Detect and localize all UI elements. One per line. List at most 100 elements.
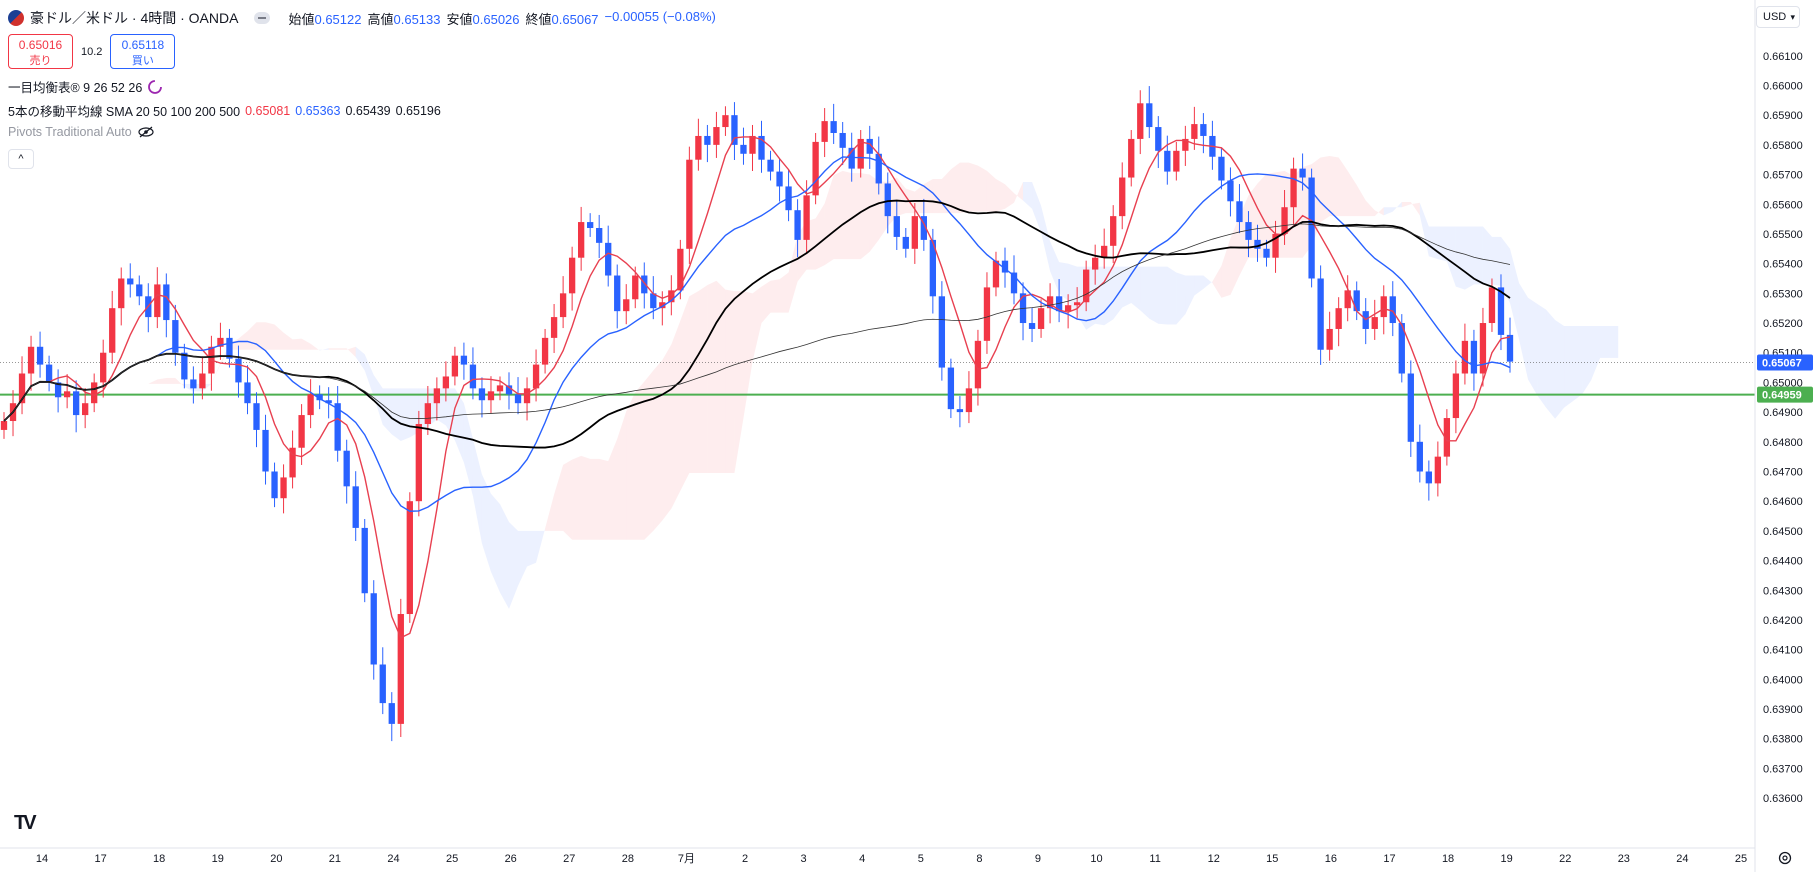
ma-legend[interactable]: 5本の移動平均線 SMA 20 50 100 200 500 0.65081 0… [8, 101, 441, 120]
settings-gear-icon[interactable] [1778, 851, 1792, 865]
candle [568, 246, 576, 311]
candle-body [758, 135, 765, 160]
minus-icon[interactable] [254, 12, 271, 24]
cloud-segment [1158, 266, 1168, 325]
cloud-segment [1582, 325, 1592, 395]
candle [1200, 113, 1207, 154]
candle [406, 492, 413, 623]
eye-hidden-icon[interactable] [137, 125, 155, 139]
candle [731, 102, 738, 161]
candle-body [1182, 138, 1189, 151]
candle-body [812, 141, 819, 196]
candle [659, 291, 666, 326]
collapse-legend-button[interactable]: ^ [8, 149, 34, 169]
candle-body [1461, 340, 1469, 374]
cloud-segment [518, 530, 528, 586]
candle-body [136, 284, 143, 297]
price-tick-label: 0.64700 [1763, 466, 1803, 478]
candle [433, 377, 441, 421]
price-tick-label: 0.63600 [1763, 793, 1803, 805]
cloud-segment [472, 438, 482, 544]
candle-body [767, 159, 774, 172]
ma-value-4: 0.65196 [395, 103, 441, 118]
open-label: 始値 [288, 11, 315, 27]
cloud-segment [1194, 275, 1204, 296]
candle [280, 464, 287, 514]
ichimoku-legend[interactable]: 一目均衡表® 9 26 52 26 [8, 77, 163, 96]
candle [1245, 211, 1252, 258]
candle-body [109, 308, 116, 353]
tradingview-logo[interactable]: TV [14, 812, 36, 834]
candle [1272, 220, 1279, 273]
candle-body [91, 382, 98, 404]
candle-body [1037, 308, 1045, 329]
cloud-segment [932, 179, 942, 214]
candle-body [1028, 323, 1036, 329]
pivots-label: Pivots Traditional Auto [8, 125, 132, 139]
candle [1389, 281, 1396, 337]
candle-body [343, 450, 350, 487]
ohlc-values: 始値0.65122 高値0.65133 安値0.65026 終値0.65067 … [288, 9, 715, 28]
candle-body [884, 183, 891, 217]
candle [713, 111, 720, 158]
cloud-segment [1455, 226, 1465, 290]
cloud-segment [653, 360, 663, 531]
cloud-segment [698, 285, 708, 473]
candle-body [226, 337, 233, 359]
candle-body [902, 236, 909, 249]
cloud-segment [1131, 266, 1141, 311]
sell-label: 売り [29, 55, 52, 67]
currency-selector[interactable]: USD [1756, 6, 1800, 28]
pivots-legend[interactable]: Pivots Traditional Auto [8, 125, 155, 139]
cloud-segment [1374, 207, 1384, 217]
candle-body [1488, 287, 1496, 324]
candle-body [1073, 302, 1081, 306]
candle [992, 251, 1000, 297]
candle-body [1326, 328, 1333, 350]
candle-body [172, 320, 179, 353]
candle-body [1173, 150, 1180, 172]
refresh-icon[interactable] [147, 79, 163, 95]
candle-body [1119, 177, 1126, 217]
candle [839, 122, 846, 166]
candle [1479, 307, 1487, 387]
cloud-segment [283, 332, 293, 350]
candle-body [514, 394, 522, 404]
candle [550, 304, 558, 354]
cloud-segment [1401, 202, 1411, 208]
candle [1101, 228, 1108, 269]
candle [100, 339, 107, 398]
candle [118, 267, 125, 326]
symbol-title[interactable]: 豪ドル／米ドル · 4時間 · OANDA [30, 10, 239, 26]
candle-body [1398, 323, 1405, 374]
time-axis: 14 17 18 19 20 21 24 25 26 27 28 7月 2 3 4 5 8 9 10 11 12 15 16… [36, 853, 1747, 865]
candle-body [352, 486, 359, 528]
candle-body [1479, 323, 1487, 374]
candle [172, 304, 179, 366]
buy-button[interactable]: 0.65118 買い [110, 34, 176, 69]
candle-body [1389, 296, 1396, 324]
candle-body [36, 346, 44, 365]
candle-body [505, 385, 513, 395]
candle-body [740, 144, 747, 154]
candle [1001, 247, 1009, 288]
candle-body [1281, 207, 1288, 234]
cloud-segment [509, 521, 519, 609]
candle [623, 284, 630, 325]
cloud-segment [563, 459, 573, 540]
candle-body [1236, 201, 1243, 223]
candle-body [1191, 124, 1198, 139]
ichimoku-cloud [112, 156, 1619, 609]
candle [794, 199, 801, 258]
candle-body [262, 429, 269, 472]
candle [785, 169, 792, 222]
candle-body [1137, 103, 1144, 139]
cloud-segment [1140, 266, 1150, 319]
cloud-segment [337, 348, 347, 350]
sell-button[interactable]: 0.65016 売り [8, 34, 73, 69]
time-tick-label: 9 [1035, 853, 1041, 865]
candle-body [451, 355, 459, 377]
candle-body [713, 127, 720, 145]
time-tick-label: 26 [505, 853, 517, 865]
